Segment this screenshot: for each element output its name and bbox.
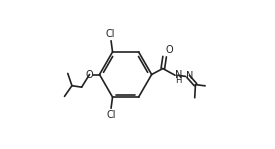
Text: O: O	[165, 45, 173, 55]
Text: N: N	[186, 71, 193, 81]
Text: O: O	[86, 69, 93, 80]
Text: Cl: Cl	[106, 28, 115, 38]
Text: H: H	[175, 76, 182, 85]
Text: N: N	[175, 70, 183, 80]
Text: Cl: Cl	[106, 110, 116, 120]
